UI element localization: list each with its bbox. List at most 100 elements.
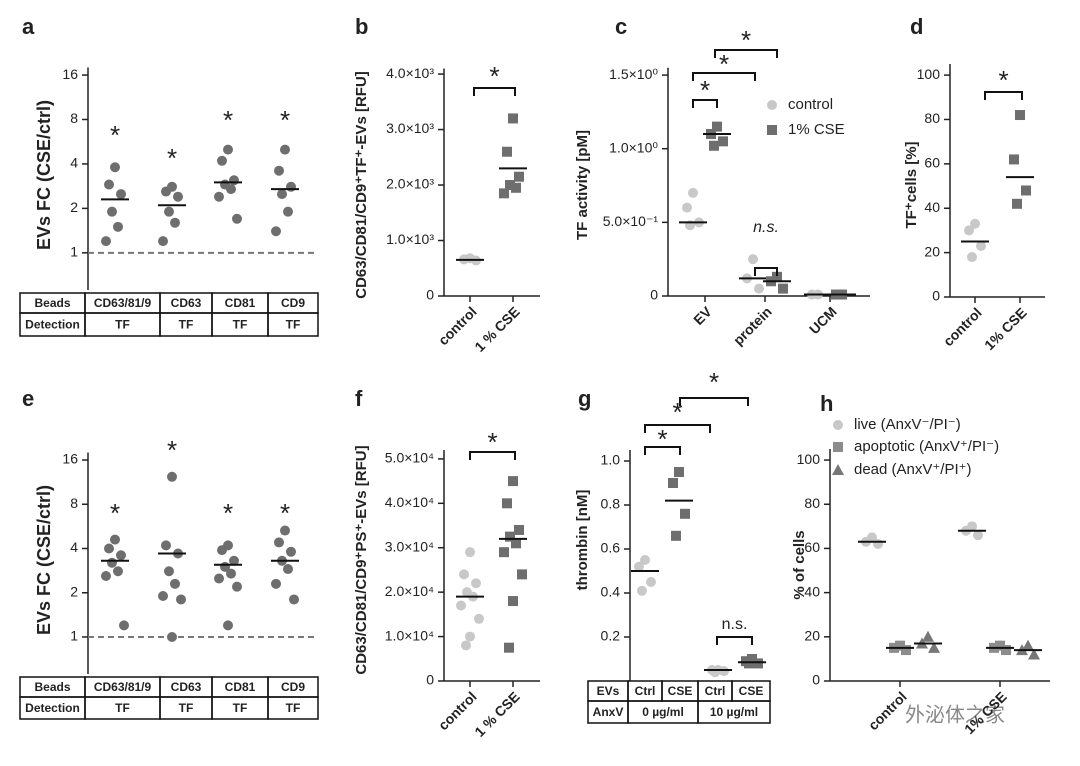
- significance: *: [280, 105, 290, 135]
- data-point: [719, 666, 729, 677]
- y-axis-label: EVs FC (CSE/ctrl): [34, 100, 54, 250]
- significance: *: [223, 498, 233, 528]
- data-point: [1015, 110, 1025, 121]
- table-text: AnxV: [593, 705, 624, 719]
- data-point: [116, 189, 126, 200]
- data-point: [214, 191, 224, 202]
- table-text: CD63: [171, 680, 202, 694]
- data-point: [158, 236, 168, 247]
- bracket-label: n.s.: [722, 616, 748, 633]
- data-point: [668, 478, 678, 488]
- data-point: [232, 213, 242, 224]
- data-point: [229, 175, 239, 186]
- panel-letter: d: [910, 14, 923, 39]
- data-point: [214, 573, 224, 584]
- data-point: [107, 557, 117, 568]
- y-tick-label: 20: [804, 628, 820, 644]
- data-point: [161, 186, 171, 197]
- y-tick-label: 2.0×10³: [386, 176, 434, 192]
- bracket-label: *: [719, 49, 729, 79]
- y-tick-label: 8: [70, 110, 78, 126]
- y-tick-label: 0.2: [601, 628, 621, 644]
- y-tick-label: 8: [70, 495, 78, 511]
- data-point: [280, 525, 290, 536]
- significance: *: [110, 498, 120, 528]
- table-text: Detection: [25, 318, 80, 332]
- significance: *: [167, 435, 177, 465]
- y-tick-label: 80: [924, 110, 940, 126]
- data-point: [1009, 154, 1019, 165]
- table-text: TF: [286, 318, 301, 332]
- data-point: [110, 534, 120, 545]
- data-point: [277, 189, 287, 200]
- bracket-label: n.s.: [753, 219, 779, 236]
- data-point: [499, 547, 509, 558]
- y-tick-label: 16: [62, 451, 78, 467]
- bracket: [754, 267, 778, 276]
- table-cell: [267, 696, 319, 720]
- table-text: CD63/81/9: [94, 296, 152, 310]
- panel-letter: h: [820, 391, 833, 416]
- data-point: [928, 641, 940, 653]
- bracket-label: *: [672, 397, 682, 427]
- y-tick-label: 0.8: [601, 496, 621, 512]
- table-text: CD81: [225, 680, 256, 694]
- data-point: [107, 206, 117, 217]
- data-point: [274, 537, 284, 548]
- y-tick-label: 0.6: [601, 540, 621, 556]
- table-text: Beads: [34, 680, 70, 694]
- bracket-label: *: [741, 25, 751, 55]
- bracket: [714, 49, 778, 58]
- data-point: [226, 184, 236, 195]
- data-point: [508, 113, 518, 124]
- data-point: [167, 631, 177, 642]
- data-point: [895, 640, 905, 651]
- table-text: Detection: [25, 701, 80, 715]
- significance: *: [167, 143, 177, 173]
- legend-marker: [833, 442, 843, 452]
- data-point: [976, 240, 986, 251]
- data-point: [283, 564, 293, 575]
- data-point: [508, 596, 518, 607]
- bracket-label: *: [657, 424, 667, 454]
- y-tick-label: 1.0: [601, 452, 621, 468]
- bracket: [644, 446, 681, 455]
- data-point: [709, 140, 719, 151]
- data-point: [873, 539, 883, 550]
- table-text: Ctrl: [635, 684, 656, 698]
- data-point: [164, 566, 174, 577]
- data-point: [456, 600, 466, 611]
- data-point: [104, 543, 114, 554]
- y-tick-label: 5.0×10⁴: [385, 450, 434, 466]
- data-point: [511, 182, 521, 193]
- bracket-label: *: [487, 427, 497, 457]
- table-text: TF: [179, 701, 194, 715]
- y-tick-label: 40: [924, 199, 940, 215]
- table-text: Beads: [34, 296, 70, 310]
- data-point: [744, 658, 754, 669]
- data-point: [778, 283, 788, 294]
- y-tick-label: 0: [426, 287, 434, 303]
- table-text: EVs: [597, 684, 620, 698]
- data-point: [229, 555, 239, 566]
- y-axis-label: CD63/CD81/CD9⁺PS⁺-EVs [RFU]: [353, 445, 370, 674]
- data-point: [170, 217, 180, 228]
- table-text: 0 µg/ml: [642, 705, 684, 719]
- data-point: [502, 146, 512, 157]
- table-text: CD9: [281, 680, 305, 694]
- y-tick-label: 1.0×10⁰: [609, 139, 658, 155]
- table-text: Ctrl: [705, 684, 726, 698]
- y-tick-label: 4: [70, 155, 78, 171]
- y-tick-label: 2: [70, 199, 78, 215]
- panel-letter: g: [578, 386, 591, 411]
- y-tick-label: 0: [426, 672, 434, 688]
- data-point: [465, 631, 475, 642]
- data-point: [1022, 639, 1034, 651]
- y-axis-label: thrombin [nM]: [574, 490, 591, 591]
- data-point: [232, 581, 242, 592]
- y-axis-label: CD63/CD81/CD9⁺TF⁺-EVs [RFU]: [353, 71, 370, 299]
- table-text: TF: [179, 318, 194, 332]
- data-point: [517, 569, 527, 580]
- table-text: CSE: [668, 684, 693, 698]
- y-tick-label: 3.0×10³: [386, 120, 434, 136]
